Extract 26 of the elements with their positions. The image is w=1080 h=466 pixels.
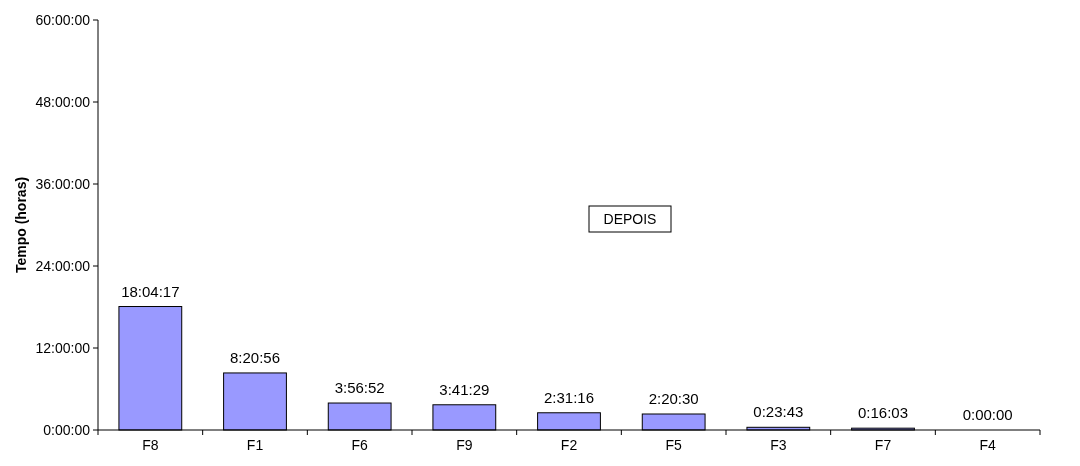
y-tick-label: 0:00:00 [43, 421, 91, 438]
y-axis-title: Tempo (horas) [13, 176, 29, 274]
x-tick-label: F8 [142, 437, 159, 453]
x-tick-label: F1 [246, 437, 264, 453]
data-label: 8:20:56 [229, 348, 281, 366]
data-label: 18:04:17 [121, 282, 180, 300]
x-tick-label: F5 [665, 437, 683, 453]
y-tick-label: 48:00:00 [35, 93, 91, 110]
x-tick-label: F6 [351, 437, 369, 453]
data-label: 3:41:29 [439, 380, 490, 398]
x-tick-label: F9 [456, 437, 473, 453]
y-tick-label: 24:00:00 [35, 257, 91, 274]
y-tick-label: 60:00:00 [35, 11, 91, 28]
data-label: 2:31:16 [543, 388, 595, 406]
data-label: 0:16:03 [857, 404, 909, 422]
data-label: 3:56:52 [334, 379, 385, 397]
x-tick-label: F3 [770, 437, 787, 453]
annotation: DEPOIS [603, 210, 657, 227]
data-label: 0:00:00 [962, 406, 1013, 423]
y-tick-label: 36:00:00 [35, 175, 91, 192]
data-label: 2:20:30 [648, 390, 699, 407]
data-label: 0:23:43 [753, 403, 804, 421]
x-tick-label: F4 [979, 437, 997, 453]
x-tick-label: F2 [560, 437, 578, 453]
y-tick-label: 12:00:00 [35, 339, 91, 356]
x-tick-label: F7 [874, 437, 892, 453]
